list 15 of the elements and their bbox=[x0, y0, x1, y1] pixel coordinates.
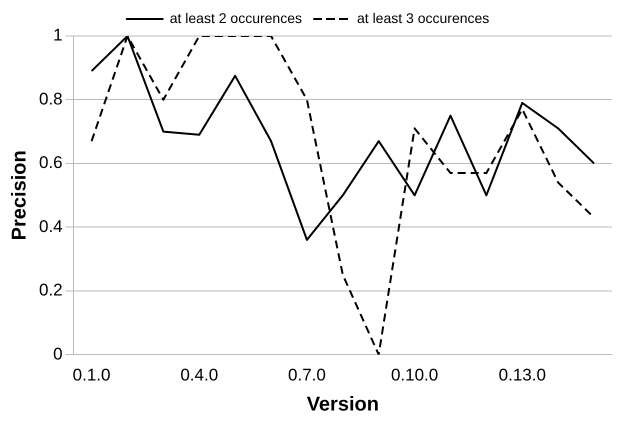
y-tick-label: 0.6 bbox=[38, 153, 63, 172]
x-tick-label: 0.7.0 bbox=[288, 365, 326, 384]
x-tick-label: 0.4.0 bbox=[180, 365, 218, 384]
x-tick-label: 0.13.0 bbox=[498, 365, 546, 384]
x-tick-label: 0.10.0 bbox=[390, 365, 438, 384]
legend-label: at least 2 occurences bbox=[170, 10, 302, 26]
y-tick-label: 0.8 bbox=[38, 89, 63, 108]
y-tick-label: 0.4 bbox=[38, 216, 63, 236]
legend-label: at least 3 occurences bbox=[357, 10, 490, 26]
x-axis-title: Version bbox=[306, 394, 379, 416]
y-tick-label: 1 bbox=[53, 26, 63, 45]
y-tick-label: 0 bbox=[53, 344, 63, 364]
y-tick-label: 0.2 bbox=[38, 280, 63, 300]
y-axis-title: Precision bbox=[8, 150, 31, 240]
x-tick-label: 0.1.0 bbox=[72, 365, 110, 384]
